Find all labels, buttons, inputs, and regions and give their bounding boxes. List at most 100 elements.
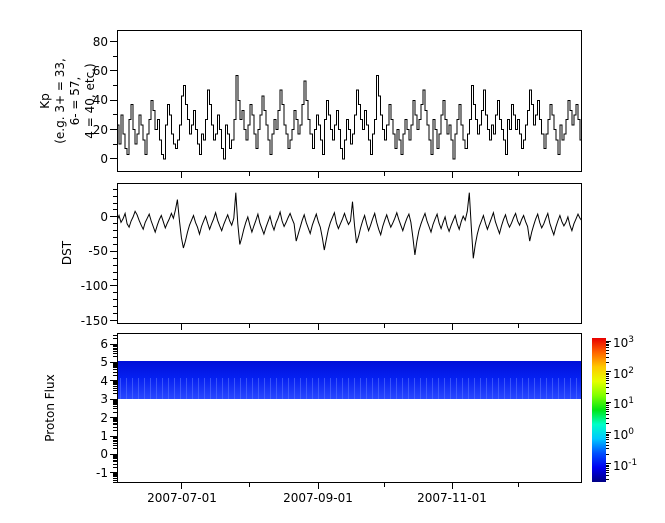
y-axis-minor-tick — [113, 424, 117, 426]
y-axis-minor-tick — [113, 114, 117, 116]
x-axis-minor-tick — [249, 483, 251, 487]
colorbar-minor-tick — [606, 479, 609, 481]
colorbar-tick — [606, 463, 611, 465]
y-axis-minor-tick — [113, 477, 117, 479]
y-axis-minor-tick — [113, 420, 117, 421]
y-axis-minor-tick — [113, 422, 117, 424]
x-axis-minor-tick — [518, 483, 520, 487]
x-axis-minor-tick — [249, 324, 251, 328]
colorbar-minor-tick — [606, 472, 609, 474]
colorbar-tick — [606, 401, 611, 403]
y-axis-minor-tick — [113, 430, 117, 432]
y-axis-tick — [110, 472, 117, 474]
colorbar-minor-tick — [606, 343, 609, 345]
y-axis-minor-tick — [113, 202, 117, 204]
colorbar-minor-tick — [606, 469, 609, 471]
x-tick-label-jul: 2007-07-01 — [147, 491, 217, 505]
y-axis-minor-tick — [113, 345, 117, 347]
y-axis-minor-tick — [113, 347, 117, 349]
x-axis-minor-tick — [383, 324, 385, 328]
colorbar-minor-tick — [606, 441, 609, 443]
y-axis-tick — [110, 158, 117, 160]
y-axis-minor-tick — [113, 482, 117, 483]
y-tick-label: -50 — [88, 244, 108, 259]
y-axis-minor-tick — [113, 466, 117, 468]
colorbar-minor-tick — [606, 403, 609, 405]
x-axis-tick — [317, 324, 319, 330]
y-axis-minor-tick — [113, 271, 117, 273]
colorbar-minor-tick — [606, 374, 609, 376]
y-axis-minor-tick — [113, 437, 117, 439]
y-axis-minor-tick — [113, 334, 117, 336]
colorbar-minor-tick — [606, 437, 609, 439]
y-axis-tick — [110, 398, 117, 400]
y-tick-label: 40 — [92, 93, 108, 108]
y-axis-minor-tick — [113, 399, 117, 401]
y-axis-tick — [110, 453, 117, 455]
y-axis-minor-tick — [113, 230, 117, 232]
y-axis-tick — [110, 320, 117, 322]
y-axis-tick — [110, 380, 117, 382]
y-axis-minor-tick — [113, 400, 117, 402]
y-axis-minor-tick — [113, 445, 117, 447]
y-axis-minor-tick — [113, 364, 117, 366]
y-axis-minor-tick — [113, 350, 117, 352]
y-tick-label: -100 — [80, 278, 108, 293]
y-axis-minor-tick — [113, 454, 117, 456]
x-axis-minor-tick — [383, 172, 385, 176]
y-axis-minor-tick — [113, 371, 117, 373]
colorbar-minor-tick — [606, 464, 609, 466]
colorbar-minor-tick — [606, 361, 609, 363]
colorbar-minor-tick — [606, 433, 609, 435]
y-axis-minor-tick — [113, 349, 117, 351]
y-axis-minor-tick — [113, 143, 117, 145]
y-axis-minor-tick — [113, 411, 117, 413]
y-axis-minor-tick — [113, 367, 117, 369]
y-axis-minor-tick — [113, 209, 117, 211]
y-tick-label: -150 — [80, 313, 108, 328]
y-axis-tick — [110, 41, 117, 43]
y-axis-tick — [110, 285, 117, 287]
y-tick-label: 6 — [100, 337, 108, 352]
x-axis-minor-tick — [518, 324, 520, 328]
x-axis-tick — [451, 172, 453, 178]
colorbar-minor-tick — [606, 406, 609, 408]
x-axis-tick — [317, 483, 319, 489]
y-axis-minor-tick — [113, 385, 117, 387]
y-axis-tick — [110, 216, 117, 218]
colorbar-minor-tick — [606, 411, 609, 413]
colorbar-minor-tick — [606, 423, 609, 425]
x-axis-minor-tick — [518, 172, 520, 176]
colorbar-tick — [606, 340, 611, 342]
y-axis-minor-tick — [113, 264, 117, 266]
colorbar-tick — [606, 432, 611, 434]
y-axis-minor-tick — [113, 475, 117, 477]
y-axis-minor-tick — [113, 418, 117, 419]
y-axis-tick — [110, 70, 117, 72]
y-axis-tick — [110, 250, 117, 252]
colorbar-minor-tick — [606, 417, 609, 419]
y-axis-minor-tick — [113, 383, 117, 385]
y-axis-tick — [110, 435, 117, 437]
y-axis-tick — [110, 343, 117, 345]
x-axis-tick — [317, 172, 319, 178]
y-axis-minor-tick — [113, 369, 117, 371]
y-axis-minor-tick — [113, 313, 117, 315]
y-axis-minor-tick — [113, 479, 117, 481]
colorbar-tick-label: 102 — [613, 365, 635, 381]
y-axis-minor-tick — [113, 237, 117, 239]
y-axis-minor-tick — [113, 456, 117, 458]
y-axis-minor-tick — [113, 474, 117, 476]
y-axis-minor-tick — [113, 404, 117, 406]
y-axis-minor-tick — [113, 278, 117, 280]
proton-flux-band-streaks — [118, 378, 581, 400]
y-axis-minor-tick — [113, 408, 117, 410]
colorbar-minor-tick — [606, 404, 609, 406]
x-axis-tick — [180, 324, 182, 330]
colorbar-minor-tick — [606, 444, 609, 446]
y-axis-minor-tick — [113, 381, 117, 383]
colorbar-minor-tick — [606, 392, 609, 394]
y-axis-minor-tick — [113, 55, 117, 57]
colorbar-minor-tick — [606, 352, 609, 354]
